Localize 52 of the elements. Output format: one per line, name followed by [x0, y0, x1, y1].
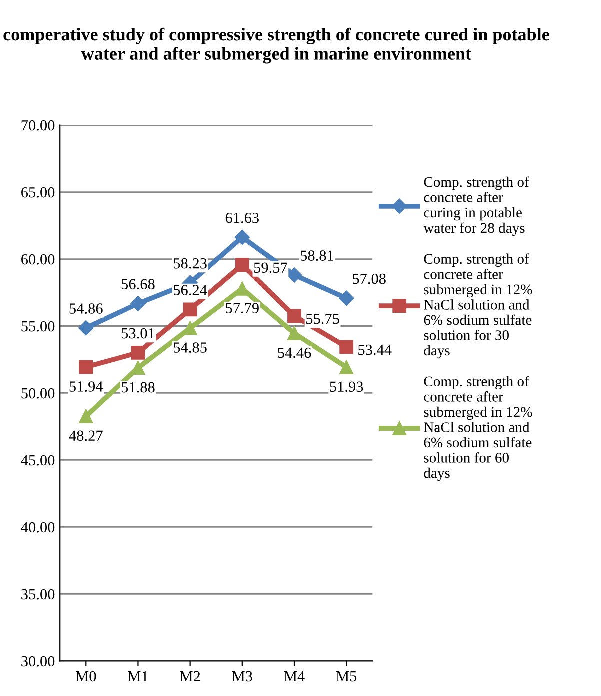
legend-label: Comp. strength of concrete after curing in potable water for 28 days — [424, 176, 530, 236]
data-label: 57.08 — [353, 274, 386, 284]
x-tick-label: M0 — [76, 671, 96, 682]
data-label: 55.75 — [306, 314, 340, 324]
point — [234, 230, 250, 245]
legend-label: Comp. strength of concrete after submerged in 12% NaCl solution and 6% sodium sulfate solution for 60 days — [424, 376, 532, 482]
data-label: 58.81 — [300, 250, 334, 262]
point — [79, 409, 94, 424]
point — [183, 321, 198, 336]
point — [235, 258, 250, 272]
data-label: 53.44 — [358, 344, 392, 356]
point — [130, 296, 146, 312]
point — [79, 360, 94, 374]
data-label: 53.01 — [122, 328, 154, 339]
data-label: 61.63 — [226, 212, 259, 224]
data-label: 54.85 — [174, 342, 207, 353]
data-label: 56.24 — [174, 285, 208, 296]
y-tick-label: 70.00 — [22, 120, 55, 131]
y-tick-label: 50.00 — [22, 388, 55, 399]
point — [286, 268, 302, 283]
point — [288, 326, 302, 340]
y-tick-label: 55.00 — [22, 321, 55, 332]
y-tick-label: 45.00 — [21, 455, 55, 466]
point — [78, 320, 94, 336]
data-label: 56.68 — [122, 279, 155, 290]
point — [339, 290, 354, 306]
y-tick-label: 30.00 — [22, 656, 55, 667]
x-tick-label: M5 — [336, 672, 357, 682]
legend-label: Comp. strength of concrete after submerged in 12% NaCl solution and 6% sodium sulfate solution for 30 days — [424, 254, 532, 359]
point — [131, 346, 146, 360]
data-label: 54.86 — [70, 304, 103, 314]
data-label: 59.57 — [254, 262, 288, 274]
y-tick-label: 40.00 — [21, 522, 55, 533]
x-tick-label: M4 — [284, 671, 305, 682]
point — [340, 340, 354, 354]
data-label: 57.79 — [226, 303, 259, 314]
point — [288, 309, 302, 324]
data-label: 48.27 — [69, 430, 103, 442]
point — [183, 302, 198, 317]
y-tick-label: 35.00 — [22, 589, 55, 600]
x-tick-label: M3 — [232, 671, 252, 682]
x-tick-label: M1 — [128, 671, 148, 682]
data-label: 51.94 — [70, 382, 104, 392]
data-label: 51.93 — [330, 382, 364, 392]
data-label: 54.46 — [278, 348, 312, 358]
data-label: 51.88 — [122, 382, 155, 393]
data-label: 58.23 — [174, 258, 207, 269]
point — [340, 360, 354, 374]
y-tick-label: 60.00 — [22, 254, 55, 265]
chart-title: comperative study of compressive strength of concrete cured in potable water and after submerged in marine environment — [4, 28, 550, 64]
y-tick-label: 65.00 — [22, 187, 55, 198]
x-tick-label: M2 — [180, 671, 200, 682]
